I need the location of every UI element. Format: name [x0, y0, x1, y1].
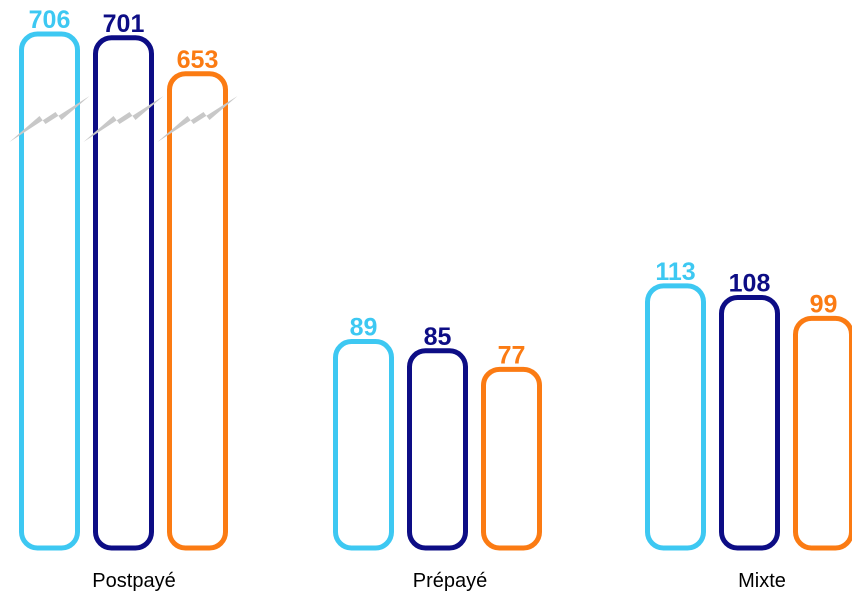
bar-2-3 — [481, 366, 542, 551]
bar-group-1: 706 701 653 — [9, 6, 238, 551]
bar-2-2 — [407, 348, 468, 551]
data-label-1-2: 701 — [103, 10, 145, 38]
category-label-2: Prépayé — [413, 570, 488, 592]
data-label-1-3: 653 — [177, 46, 219, 74]
bar-3-2 — [719, 294, 780, 551]
bar-3-1 — [645, 283, 706, 551]
data-label-2-2: 85 — [424, 323, 452, 351]
bar-2-1 — [333, 339, 394, 551]
data-label-1-1: 706 — [29, 6, 71, 34]
data-label-3-2: 108 — [729, 269, 771, 297]
bar-group-2: 89 85 77 — [333, 314, 542, 551]
bar-1-3 — [167, 71, 228, 551]
bar-3-3 — [793, 315, 852, 551]
axis-break-mark-1 — [9, 96, 90, 142]
axis-break-mark-2 — [83, 96, 164, 142]
bar-1-1 — [19, 31, 80, 551]
data-label-2-3: 77 — [498, 341, 526, 369]
data-label-3-3: 99 — [810, 290, 838, 318]
axis-break-mark-3 — [157, 96, 238, 142]
data-label-2-1: 89 — [350, 314, 378, 342]
bar-1-2 — [93, 35, 154, 551]
data-label-3-1: 113 — [655, 258, 695, 286]
bar-group-3: 113 108 99 — [645, 258, 852, 551]
category-label-3: Mixte — [738, 570, 786, 592]
category-label-1: Postpayé — [92, 570, 175, 592]
